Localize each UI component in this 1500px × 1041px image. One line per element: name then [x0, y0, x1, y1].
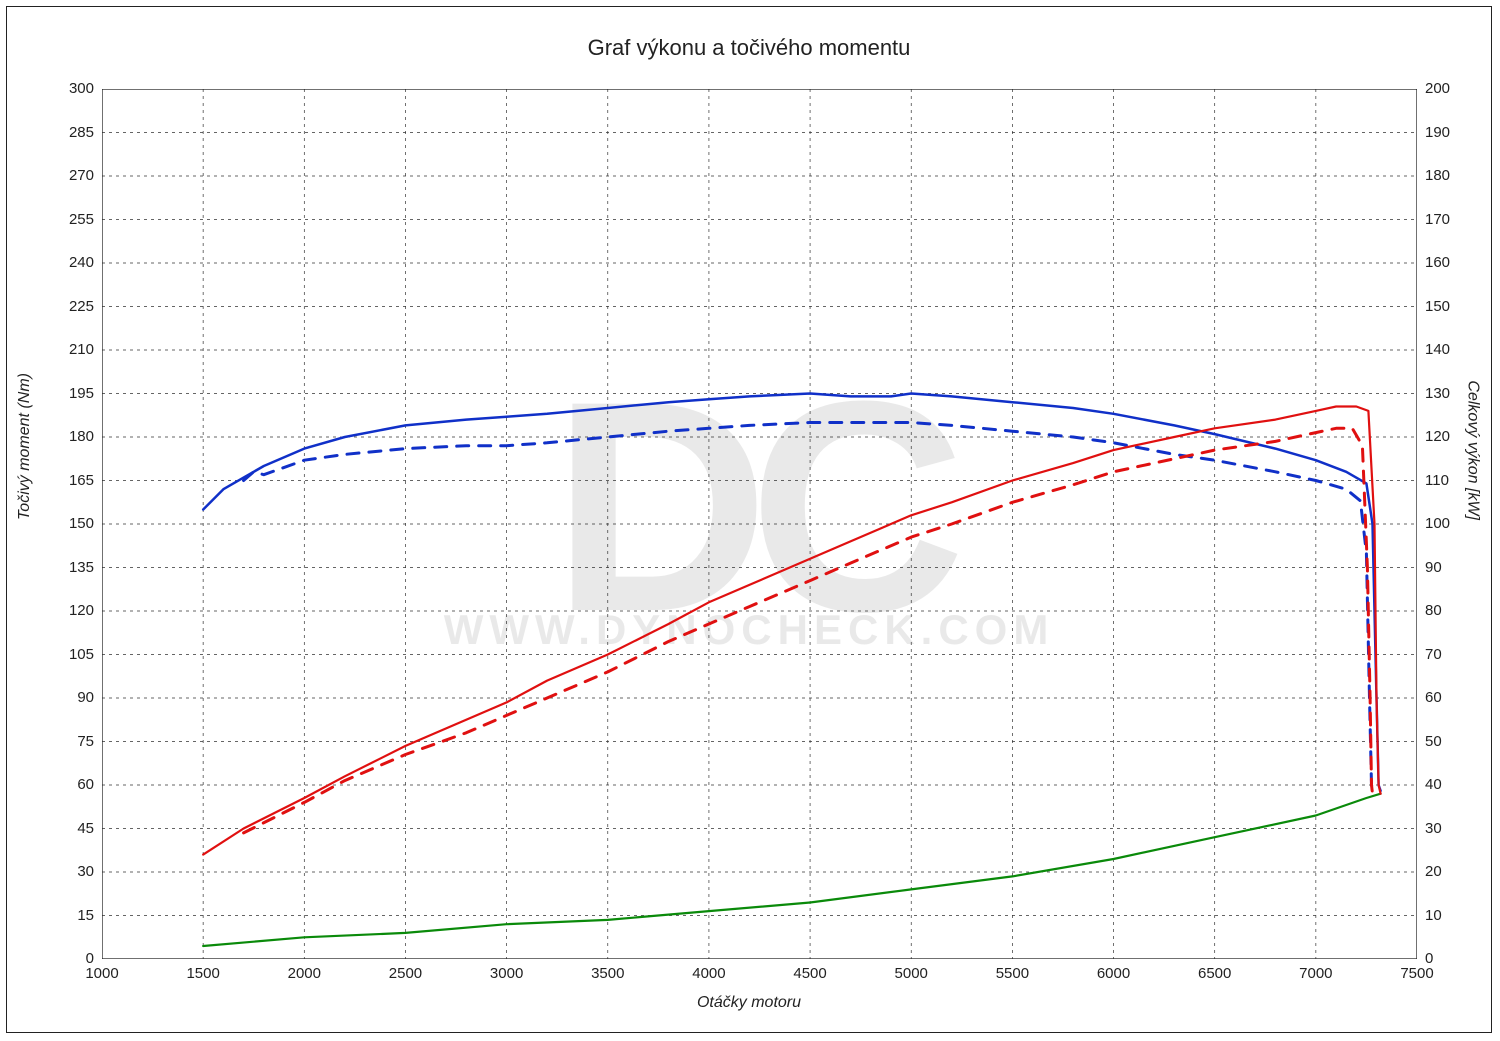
chart-title: Graf výkonu a točivého momentu: [7, 35, 1491, 61]
x-tick-label: 1000: [82, 965, 122, 982]
y-right-tick-label: 70: [1425, 646, 1442, 663]
x-tick-label: 2500: [385, 965, 425, 982]
y-left-tick-label: 75: [77, 733, 94, 750]
y-right-tick-label: 160: [1425, 254, 1450, 271]
y-right-tick-label: 120: [1425, 428, 1450, 445]
x-tick-label: 3000: [487, 965, 527, 982]
y-left-tick-label: 285: [69, 124, 94, 141]
y-left-tick-label: 30: [77, 863, 94, 880]
y-right-tick-label: 170: [1425, 211, 1450, 228]
x-tick-label: 5500: [992, 965, 1032, 982]
y-right-tick-label: 150: [1425, 298, 1450, 315]
y-right-tick-label: 90: [1425, 559, 1442, 576]
x-tick-label: 3500: [588, 965, 628, 982]
x-tick-label: 5000: [891, 965, 931, 982]
y-right-tick-label: 0: [1425, 950, 1433, 967]
y-right-tick-label: 60: [1425, 689, 1442, 706]
y-right-tick-label: 30: [1425, 820, 1442, 837]
y-right-tick-label: 50: [1425, 733, 1442, 750]
y-right-tick-label: 100: [1425, 515, 1450, 532]
y-left-tick-label: 255: [69, 211, 94, 228]
chart-svg: [102, 89, 1417, 959]
y-left-tick-label: 90: [77, 689, 94, 706]
y-left-tick-label: 225: [69, 298, 94, 315]
y-left-tick-label: 135: [69, 559, 94, 576]
y-left-tick-label: 165: [69, 472, 94, 489]
plot-area: [102, 89, 1417, 959]
y-left-tick-label: 270: [69, 167, 94, 184]
y-right-tick-label: 110: [1425, 472, 1449, 489]
y-left-tick-label: 0: [86, 950, 94, 967]
y-left-tick-label: 60: [77, 776, 94, 793]
x-tick-label: 6000: [1094, 965, 1134, 982]
y-left-tick-label: 45: [77, 820, 94, 837]
x-axis-label: Otáčky motoru: [7, 994, 1491, 1012]
y-right-tick-label: 200: [1425, 80, 1450, 97]
y-left-axis-label: Točivý moment (Nm): [16, 373, 34, 520]
x-tick-label: 7000: [1296, 965, 1336, 982]
y-left-tick-label: 15: [77, 907, 94, 924]
y-left-tick-label: 105: [69, 646, 94, 663]
y-left-tick-label: 210: [69, 341, 94, 358]
y-right-tick-label: 190: [1425, 124, 1450, 141]
chart-container: Graf výkonu a točivého momentu DC WWW.DY…: [6, 6, 1492, 1033]
y-left-tick-label: 240: [69, 254, 94, 271]
x-tick-label: 4000: [689, 965, 729, 982]
x-tick-label: 6500: [1195, 965, 1235, 982]
y-right-tick-label: 180: [1425, 167, 1450, 184]
y-right-tick-label: 10: [1425, 907, 1442, 924]
y-left-tick-label: 150: [69, 515, 94, 532]
y-left-tick-label: 300: [69, 80, 94, 97]
y-right-tick-label: 80: [1425, 602, 1442, 619]
x-tick-label: 1500: [183, 965, 223, 982]
x-tick-label: 7500: [1397, 965, 1437, 982]
y-right-tick-label: 130: [1425, 385, 1450, 402]
y-right-axis-label: Celkový výkon [kW]: [1464, 380, 1482, 520]
x-tick-label: 2000: [284, 965, 324, 982]
y-right-tick-label: 40: [1425, 776, 1442, 793]
y-right-tick-label: 20: [1425, 863, 1442, 880]
y-left-tick-label: 195: [69, 385, 94, 402]
y-left-tick-label: 180: [69, 428, 94, 445]
x-tick-label: 4500: [790, 965, 830, 982]
y-left-tick-label: 120: [69, 602, 94, 619]
y-right-tick-label: 140: [1425, 341, 1450, 358]
